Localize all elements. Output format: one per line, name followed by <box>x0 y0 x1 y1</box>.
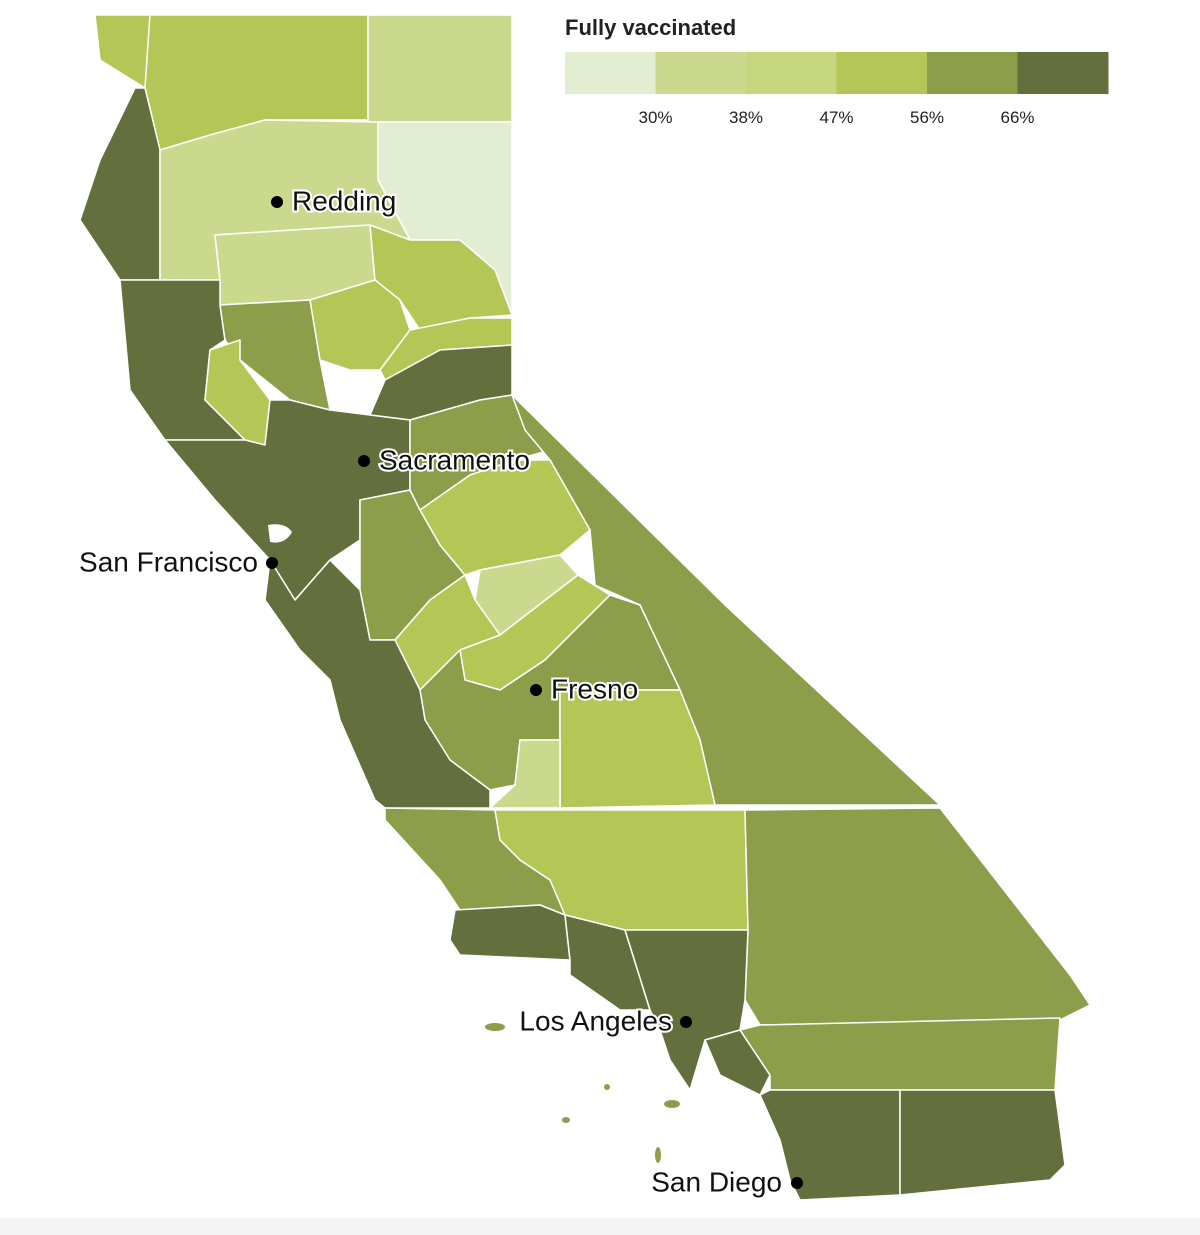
city-label: Redding <box>292 185 396 216</box>
legend-label: 38% <box>729 108 763 127</box>
city-dot <box>266 557 278 569</box>
county <box>94 14 151 89</box>
county <box>759 1089 901 1201</box>
city-dot <box>271 196 283 208</box>
legend-swatch <box>836 52 928 94</box>
county <box>367 14 513 123</box>
county <box>744 807 1091 1026</box>
island <box>664 1100 680 1108</box>
county <box>264 559 491 809</box>
county <box>624 929 749 1091</box>
counties <box>79 14 1091 1201</box>
county <box>449 904 571 961</box>
legend-swatch <box>746 52 837 94</box>
city-label: Fresno <box>551 673 638 704</box>
bay <box>268 524 292 543</box>
city-label: San Francisco <box>79 546 258 577</box>
county <box>899 1089 1066 1196</box>
legend-title: Fully vaccinated <box>565 15 736 40</box>
footer-strip <box>0 1218 1200 1235</box>
legend-label: 47% <box>819 108 853 127</box>
island <box>485 1023 505 1031</box>
county <box>489 739 561 809</box>
city-label: San Diego <box>651 1166 782 1197</box>
legend-label: 30% <box>638 108 672 127</box>
legend-label: 56% <box>910 108 944 127</box>
county <box>79 87 161 281</box>
city-dot <box>680 1016 692 1028</box>
city-dot <box>530 684 542 696</box>
legend: Fully vaccinated 30% 38% 47% 56% 66% <box>565 15 1109 127</box>
island <box>562 1117 570 1123</box>
legend-label: 66% <box>1000 108 1034 127</box>
county <box>739 1017 1061 1091</box>
island <box>655 1147 661 1163</box>
island <box>604 1084 610 1090</box>
city-label: Sacramento <box>379 444 530 475</box>
county <box>419 459 591 576</box>
legend-swatch <box>1017 52 1109 94</box>
county <box>704 1029 771 1096</box>
city-dot <box>358 455 370 467</box>
legend-swatch <box>565 52 656 94</box>
legend-swatch <box>655 52 747 94</box>
legend-swatch <box>927 52 1018 94</box>
city-label: Los Angeles <box>519 1005 672 1036</box>
cities: Redding Sacramento San Francisco Fresno … <box>77 183 803 1199</box>
city-dot <box>791 1177 803 1189</box>
